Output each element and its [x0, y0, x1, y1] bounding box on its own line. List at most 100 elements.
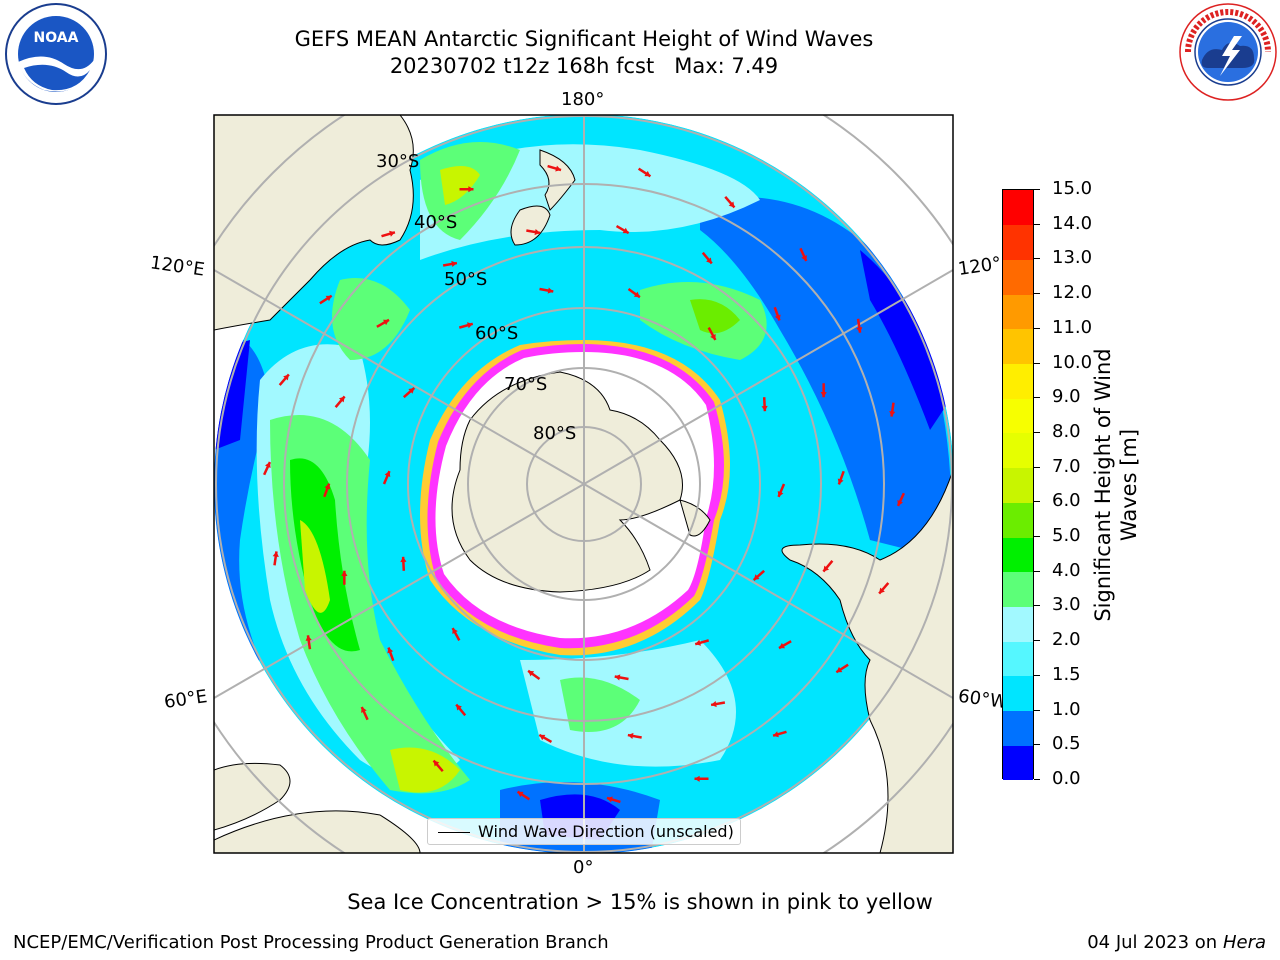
arrow-head — [265, 462, 271, 469]
colorbar-tick — [1034, 640, 1040, 642]
colorbar-tick — [1034, 223, 1040, 225]
chart-subtitle: 20230702 t12z 168h fcst Max: 7.49 — [389, 54, 779, 78]
colorbar-segment — [1003, 432, 1033, 469]
arrow-head — [305, 635, 312, 641]
colorbar — [1002, 189, 1034, 781]
legend: Wind Wave Direction (unscaled) — [427, 818, 741, 845]
arrow-head — [433, 760, 440, 767]
colorbar-segment — [1003, 190, 1033, 226]
colorbar-tick-label: 6.0 — [1052, 490, 1081, 512]
arrow-head — [400, 556, 407, 563]
high-wave-region — [390, 747, 460, 793]
chart-title: GEFS MEAN Antarctic Significant Height o… — [294, 27, 874, 51]
lat-label-70s: 70°S — [504, 374, 548, 395]
colorbar-tick — [1034, 397, 1040, 399]
colorbar-tick — [1034, 536, 1040, 538]
lat-label-40s: 40°S — [414, 212, 458, 233]
colorbar-tick — [1034, 258, 1040, 260]
colorbar-tick-label: 11.0 — [1052, 316, 1093, 338]
high-wave-region — [290, 458, 360, 652]
arrow-head — [408, 387, 415, 394]
nws-logo-icon — [1179, 3, 1277, 101]
colorbar-tick — [1034, 327, 1040, 329]
arrow-head — [622, 227, 629, 234]
arrow-head — [534, 228, 541, 236]
antarctica-landmass — [451, 371, 683, 593]
arrow-head — [633, 291, 640, 298]
map-frame — [213, 114, 954, 854]
footer-machine: Hera — [1222, 932, 1266, 953]
arrow-head — [777, 490, 784, 497]
arrow-head — [836, 666, 843, 673]
arrow-head — [528, 670, 535, 677]
colorbar-tick-label: 5.0 — [1052, 525, 1081, 547]
colorbar-tick — [1034, 362, 1040, 364]
arrow-head — [695, 639, 702, 646]
arrow-head — [778, 642, 785, 649]
arrow-head — [774, 314, 781, 321]
arrow-head — [338, 396, 345, 403]
colorbar-segment — [1003, 259, 1033, 295]
colorbar-tick — [1034, 570, 1040, 572]
nz-south-island — [510, 205, 551, 246]
graticule — [214, 115, 953, 853]
arrow-head — [820, 392, 827, 398]
high-wave-region — [300, 520, 330, 613]
arrow-head — [801, 255, 807, 262]
arrow-head — [387, 647, 394, 654]
colorbar-tick-label: 1.5 — [1052, 663, 1081, 685]
arrow-head — [879, 587, 885, 594]
arrow-head — [856, 327, 863, 333]
very-low-wave-region — [860, 250, 950, 430]
colorbar-tick-label: 1.0 — [1052, 698, 1081, 720]
colorbar-tick-label: 0.5 — [1052, 733, 1081, 755]
colorbar-tick-label: 7.0 — [1052, 455, 1081, 477]
footer-organization: NCEP/EMC/Verification Post Processing Pr… — [13, 932, 609, 953]
svg-text:NOAA: NOAA — [34, 30, 79, 46]
colorbar-segment — [1003, 745, 1033, 781]
south-america-landmass — [781, 469, 953, 853]
footer-date: 04 Jul 2023 on Hera — [1087, 932, 1266, 953]
colorbar-tick — [1034, 605, 1040, 607]
lat-label-80s: 80°S — [533, 423, 577, 444]
colorbar-tick — [1034, 293, 1040, 295]
arrow-head — [627, 732, 634, 740]
arrow-head — [466, 322, 473, 329]
arrow-head — [383, 319, 390, 326]
colorbar-segment — [1003, 363, 1033, 399]
noaa-logo-icon: NOAA — [5, 3, 107, 105]
arrow-head — [728, 201, 735, 208]
wind-wave-arrows — [262, 164, 906, 804]
colorbar-segment — [1003, 502, 1033, 538]
lat-label-50s: 50°S — [444, 269, 488, 290]
colorbar-segment — [1003, 675, 1033, 712]
arrow-head — [325, 295, 332, 302]
high-wave-region — [440, 166, 480, 205]
colorbar-tick-label: 13.0 — [1052, 247, 1093, 269]
arrow-head — [341, 570, 348, 576]
arrow-head — [710, 333, 716, 340]
lat-label-30s: 30°S — [376, 151, 420, 172]
high-wave-region — [332, 278, 410, 360]
colorbar-tick — [1034, 744, 1040, 746]
nz-north-island — [539, 149, 576, 211]
arrow-head — [468, 186, 474, 193]
colorbar-tick-label: 0.0 — [1052, 768, 1081, 789]
colorbar-tick-label: 4.0 — [1052, 559, 1081, 581]
arrow-head — [614, 674, 621, 681]
arrow-head — [389, 230, 395, 237]
colorbar-tick — [1034, 501, 1040, 503]
colorbar-tick-label: 9.0 — [1052, 386, 1081, 408]
arrow-head — [606, 796, 613, 803]
colorbar-tick-label: 8.0 — [1052, 420, 1081, 442]
arrow-head — [324, 483, 331, 490]
lon-label-0: 0° — [573, 857, 594, 878]
colorbar-tick-label: 2.0 — [1052, 629, 1081, 651]
lon-label-180: 180° — [561, 89, 605, 110]
arrow-head — [773, 731, 779, 738]
colorbar-label: Significant Height of Wind Waves [m] — [1091, 348, 1141, 622]
colorbar-segment — [1003, 467, 1033, 503]
arrow-head — [837, 478, 844, 485]
colorbar-segment — [1003, 606, 1033, 642]
